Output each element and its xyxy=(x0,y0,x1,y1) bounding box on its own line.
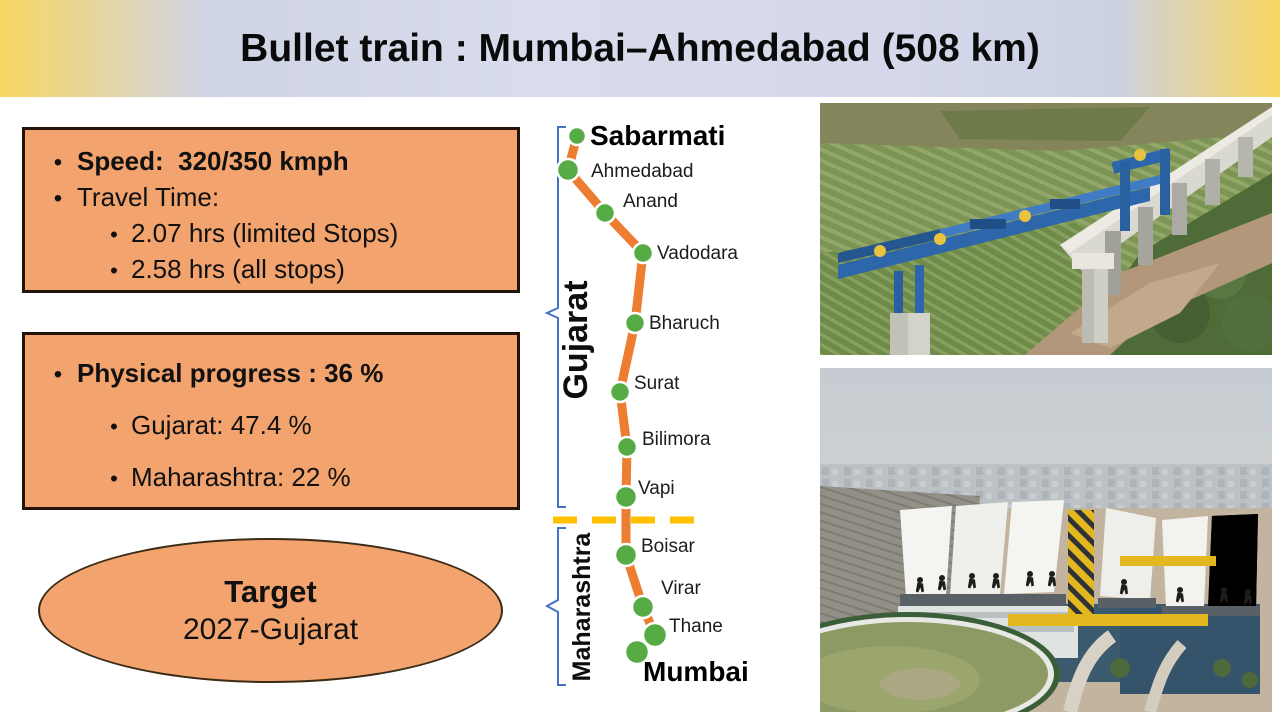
station: Surat xyxy=(608,373,680,404)
maharashtra-bracket xyxy=(544,527,566,686)
station-label: Bharuch xyxy=(649,313,720,334)
station-dot xyxy=(641,621,669,649)
target-value: 2027-Gujarat xyxy=(182,612,359,646)
gujarat-bracket xyxy=(544,126,566,508)
station-label: Sabarmati xyxy=(590,120,725,151)
progress-info-box: • Physical progress : 36 % • Gujarat: 47… xyxy=(22,332,520,510)
travel-time-all-value: 2.58 hrs (all stops) xyxy=(131,254,345,284)
station: Thane xyxy=(641,616,723,649)
station-dot xyxy=(631,241,655,265)
title-bar: Bullet train : Mumbai–Ahmedabad (508 km) xyxy=(0,0,1280,97)
station-dot xyxy=(608,380,632,404)
access-road xyxy=(1063,630,1117,712)
station-dot xyxy=(623,638,651,666)
station: Ahmedabad xyxy=(555,157,693,183)
travel-time-limited-value: 2.07 hrs (limited Stops) xyxy=(131,218,399,248)
viaduct-construction-photo xyxy=(820,103,1272,355)
station: Bilimora xyxy=(615,429,711,459)
far-field-patch xyxy=(940,107,1150,141)
tree xyxy=(1222,295,1272,351)
station-label: Vapi xyxy=(638,478,675,499)
target-heading: Target xyxy=(224,573,317,609)
girder-launcher-gantry xyxy=(838,148,1171,355)
station-aerial-photo xyxy=(820,368,1272,712)
dandi-march-panels-right xyxy=(1162,514,1260,616)
region-label-maharashtra: Maharashtra xyxy=(568,532,596,682)
progress-heading-line: • Physical progress : 36 % xyxy=(39,355,507,393)
station: Virar xyxy=(630,578,701,620)
station: Sabarmati xyxy=(566,120,725,151)
yellow-band xyxy=(1008,614,1208,626)
progress-maharashtra-value: Maharashtra: 22 % xyxy=(131,462,351,492)
region-label-gujarat: Gujarat xyxy=(557,280,595,399)
station-label: Boisar xyxy=(641,536,696,557)
progress-gujarat-line: • Gujarat: 47.4 % xyxy=(97,407,507,445)
speed-value: Speed: 320/350 kmph xyxy=(77,146,349,176)
station: Vadodara xyxy=(631,241,738,265)
travel-time-all-stops: • 2.58 hrs (all stops) xyxy=(97,252,507,288)
station: Bharuch xyxy=(623,311,720,335)
station-label: Bilimora xyxy=(642,429,711,450)
bullet-marker: • xyxy=(110,222,118,247)
station: Boisar xyxy=(613,536,696,568)
gantry-yellow-hood xyxy=(1134,149,1146,161)
route-map: Gujarat Maharashtra Sabarmati Ahmedabad … xyxy=(544,120,749,687)
station-label: Vadodara xyxy=(657,243,738,264)
station-dot xyxy=(555,157,581,183)
station-dot xyxy=(630,594,656,620)
gantry-yellow-hood xyxy=(874,245,886,257)
station-label: Ahmedabad xyxy=(591,161,693,182)
station: Vapi xyxy=(613,478,675,510)
pier-under-construction xyxy=(1072,253,1114,343)
target-ellipse: Target 2027-Gujarat xyxy=(38,538,503,683)
gantry-yellow-hood xyxy=(1019,210,1031,222)
progress-gujarat-value: Gujarat: 47.4 % xyxy=(131,410,312,440)
station-label: Surat xyxy=(634,373,680,394)
station-label: Virar xyxy=(661,578,701,599)
bullet-marker: • xyxy=(110,414,118,439)
station-label: Thane xyxy=(669,616,723,637)
progress-total: Physical progress : 36 % xyxy=(77,358,384,388)
station-label: Anand xyxy=(623,191,678,212)
travel-time-label: Travel Time: xyxy=(77,182,220,212)
station: Anand xyxy=(593,191,678,225)
station-dot xyxy=(613,542,639,568)
dandi-march-panels xyxy=(900,500,1156,608)
speed-info-box: • Speed: 320/350 kmph • Travel Time: • 2… xyxy=(22,127,520,293)
striped-tower xyxy=(1068,510,1094,614)
bullet-marker: • xyxy=(110,466,118,491)
progress-maharashtra-line: • Maharashtra: 22 % xyxy=(97,459,507,497)
cricket-ground xyxy=(820,612,1060,712)
travel-time-limited-stops: • 2.07 hrs (limited Stops) xyxy=(97,216,507,252)
station-dot xyxy=(623,311,647,335)
slide-title: Bullet train : Mumbai–Ahmedabad (508 km) xyxy=(240,26,1040,70)
speed-line: • Speed: 320/350 kmph xyxy=(39,144,507,180)
station-label: Mumbai xyxy=(643,656,749,687)
yellow-band xyxy=(1120,556,1216,566)
bullet-marker: • xyxy=(53,149,63,176)
access-road xyxy=(1144,639,1187,712)
station-dot xyxy=(615,435,639,459)
station: Mumbai xyxy=(623,638,749,687)
station-dot xyxy=(613,484,639,510)
bullet-marker: • xyxy=(53,185,63,212)
travel-time-line: • Travel Time: xyxy=(39,180,507,216)
bullet-marker: • xyxy=(53,361,63,388)
station-dot xyxy=(566,125,588,147)
station-dot xyxy=(593,201,617,225)
bullet-marker: • xyxy=(110,258,118,283)
station-building xyxy=(898,500,1260,694)
gantry-yellow-hood xyxy=(934,233,946,245)
